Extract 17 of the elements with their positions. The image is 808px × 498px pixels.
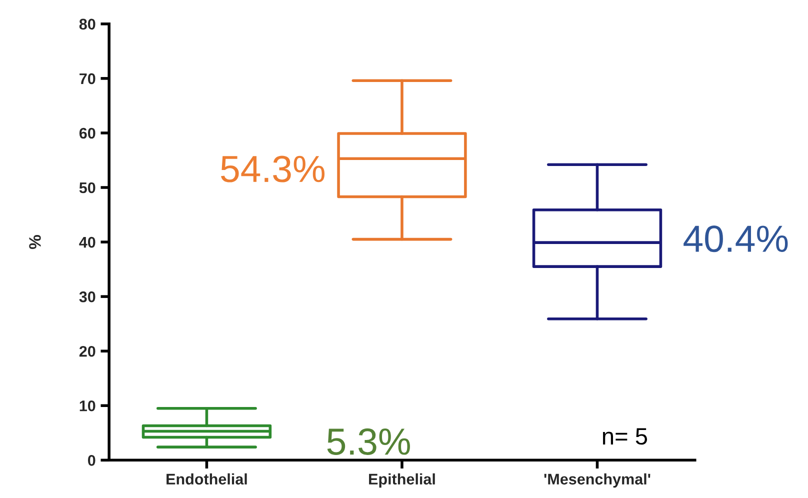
y-axis-title: % <box>29 235 41 250</box>
annotation: 40.4% <box>684 226 788 252</box>
y-tick-label: 20 <box>79 346 96 357</box>
y-tick-label: 10 <box>80 400 96 412</box>
annotation: n= 5 <box>602 428 648 445</box>
x-tick-label: 'Mesenchymal' <box>544 473 650 488</box>
annotation: 54.3% <box>221 156 324 182</box>
y-tick-label: 40 <box>79 236 96 248</box>
annotation: 5.3% <box>327 428 410 455</box>
y-tick-label: 70 <box>80 73 96 84</box>
y-tick-label: 60 <box>79 128 96 139</box>
x-tick-label: Endothelial <box>166 473 247 485</box>
y-tick-label: 30 <box>79 291 96 302</box>
x-tick-label: Epithelial <box>369 473 435 488</box>
y-tick-label: 0 <box>88 455 96 466</box>
y-tick-label: 80 <box>79 18 96 30</box>
y-tick-label: 50 <box>79 182 96 194</box>
